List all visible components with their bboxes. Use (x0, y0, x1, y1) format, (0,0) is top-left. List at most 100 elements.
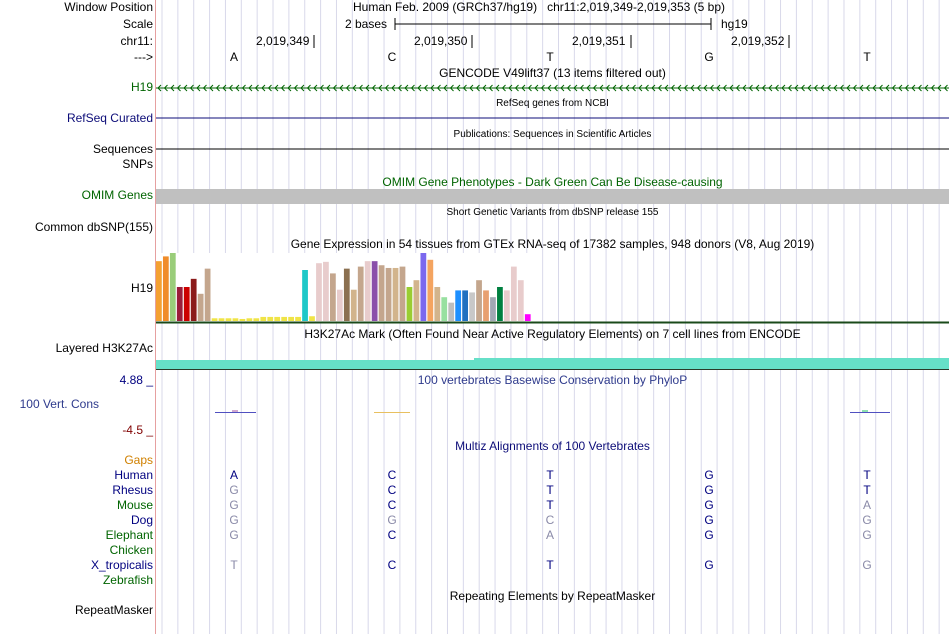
strand-arrow (917, 84, 922, 92)
gtex-tissue-bar (330, 273, 336, 321)
gtex-tissue-bar (281, 316, 288, 321)
strand-arrow (378, 84, 383, 92)
multiz-species-label[interactable]: Zebrafish (102, 573, 153, 587)
multiz-species-label[interactable]: Rhesus (112, 483, 153, 497)
repeatmasker-track-label[interactable]: RepeatMasker (74, 603, 153, 617)
strand-arrow (326, 84, 331, 92)
multiz-species-label[interactable]: Mouse (116, 498, 153, 512)
alignment-base: G (229, 513, 239, 527)
gtex-tissue-bar (427, 259, 434, 321)
multiz-track-title[interactable]: Multiz Alignments of 100 Vertebrates (455, 439, 650, 453)
alignment-base: G (704, 498, 714, 512)
gtex-tissue-bar (413, 280, 420, 321)
strand-arrow (521, 84, 526, 92)
strand-arrow (839, 84, 844, 92)
strand-arrow (488, 84, 493, 92)
strand-arrow (508, 84, 513, 92)
strand-arrow (430, 84, 435, 92)
strand-arrow (397, 84, 402, 92)
strand-arrow (560, 84, 565, 92)
strand-arrow (800, 84, 805, 92)
strand-arrow (696, 84, 701, 92)
strand-arrow (462, 84, 467, 92)
alignment-base: T (546, 498, 554, 512)
strand-arrow (267, 84, 272, 92)
phylop-track-title[interactable]: 100 vertebrates Basewise Conservation by… (417, 373, 688, 387)
publications-track-label[interactable]: Sequences (92, 142, 153, 156)
strand-arrow (742, 84, 747, 92)
strand-arrow (196, 84, 201, 92)
strand-arrow (813, 84, 818, 92)
refseq-track-title[interactable]: RefSeq genes from NCBI (496, 98, 609, 109)
strand-arrow (865, 84, 870, 92)
multiz-species-label[interactable]: Gaps (124, 453, 153, 467)
strand-arrow (495, 84, 500, 92)
gencode-track-title[interactable]: GENCODE V49lift37 (13 items filtered out… (439, 66, 666, 80)
gtex-tissue-bar (510, 266, 517, 321)
strand-arrow (358, 84, 363, 92)
multiz-species-label[interactable]: Dog (130, 513, 153, 527)
strand-arrow (677, 84, 682, 92)
alignment-base: C (387, 528, 397, 542)
position-tick-label: 2,019,351 (572, 34, 626, 48)
omim-track-title[interactable]: OMIM Gene Phenotypes - Dark Green Can Be… (382, 175, 723, 189)
phylop-max-label: 4.88 _ (119, 373, 153, 387)
gtex-tissue-bar (316, 263, 322, 321)
gtex-tissue-bar (336, 289, 343, 321)
multiz-species-label[interactable]: Chicken (109, 543, 153, 557)
gtex-tissue-bar (524, 314, 531, 321)
strand-arrow (872, 84, 877, 92)
publications-track-title[interactable]: Publications: Sequences in Scientific Ar… (453, 129, 652, 140)
gtex-tissue-bar (455, 290, 462, 321)
phylop-track-label[interactable]: 100 Vert. Cons (19, 397, 99, 411)
alignment-base: C (387, 483, 397, 497)
multiz-species-label[interactable]: Human (114, 468, 153, 482)
position-tick-label: 2,019,349 (256, 34, 310, 48)
strand-arrow (768, 84, 773, 92)
strand-arrow (280, 84, 285, 92)
gtex-tissue-bar (204, 268, 211, 321)
publications-track-label-2[interactable]: SNPs (122, 157, 153, 171)
h3k27ac-track-label[interactable]: Layered H3K27Ac (55, 341, 153, 355)
alignment-base: T (230, 558, 238, 572)
strand-arrow (651, 84, 656, 92)
repeatmasker-track-title[interactable]: Repeating Elements by RepeatMasker (449, 589, 656, 603)
alignment-base: T (546, 558, 554, 572)
strand-arrow (657, 84, 662, 92)
strand-arrow (293, 84, 298, 92)
gtex-track-title[interactable]: Gene Expression in 54 tissues from GTEx … (290, 237, 815, 251)
strand-arrow (228, 84, 233, 92)
alignment-base: A (229, 468, 238, 482)
scale-label: Scale (122, 17, 153, 31)
strand-arrow (332, 84, 337, 92)
strand-arrow (833, 84, 838, 92)
alignment-base: C (387, 558, 397, 572)
gtex-tissue-bar (392, 267, 399, 321)
gtex-tissue-bar (197, 293, 204, 321)
h3k27ac-signal (474, 358, 949, 369)
assembly-position-text: Human Feb. 2009 (GRCh37/hg19) chr11:2,01… (353, 0, 726, 14)
refseq-track-label[interactable]: RefSeq Curated (66, 111, 153, 125)
h3k27ac-track-title[interactable]: H3K27Ac Mark (Often Found Near Active Re… (304, 327, 801, 341)
strand-arrow (261, 84, 266, 92)
gtex-tissue-bar (169, 253, 176, 321)
strand-arrow (287, 84, 292, 92)
gtex-tissue-bar (343, 268, 350, 321)
multiz-species-label[interactable]: X_tropicalis (90, 558, 153, 572)
gtex-tissue-bar (218, 318, 225, 321)
gtex-tissue-bar (267, 316, 274, 321)
gtex-tissue-bar (441, 297, 448, 321)
strand-arrow (345, 84, 350, 92)
dbsnp-track-title[interactable]: Short Genetic Variants from dbSNP releas… (446, 207, 659, 218)
gencode-gene-label[interactable]: H19 (130, 80, 153, 94)
position-tick-label: 2,019,352 (731, 34, 785, 48)
gtex-tissue-bar (232, 318, 239, 321)
strand-arrow (163, 84, 168, 92)
multiz-species-label[interactable]: Elephant (105, 528, 153, 542)
strand-arrow (683, 84, 688, 92)
omim-track-label[interactable]: OMIM Genes (81, 188, 153, 202)
dbsnp-track-label[interactable]: Common dbSNP(155) (34, 220, 153, 234)
alignment-base: T (863, 468, 871, 482)
gtex-gene-label[interactable]: H19 (130, 281, 153, 295)
